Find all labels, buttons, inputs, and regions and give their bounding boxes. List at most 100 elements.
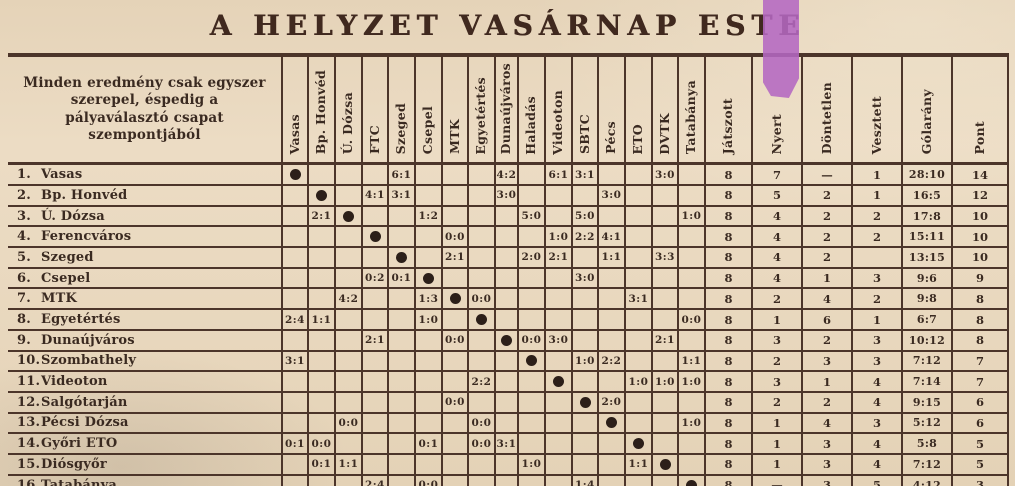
result-cell-bp-honv-d: 1:1: [307, 308, 336, 331]
stat-cell-nyert: 7: [751, 162, 803, 187]
result-cell-bp-honv-d: [307, 266, 336, 290]
table-row-ferencv-ros: 4. Ferencváros 0:0 1:0 2:2 4:1 8 4 2 2 15:11 10: [8, 225, 1009, 249]
self-match-dot: [579, 396, 591, 408]
result-cell-ftc: [361, 370, 389, 393]
column-label: Gólarány: [918, 89, 934, 155]
result-cell-p-cs: [597, 287, 626, 311]
result-cell-mtk: 0:0: [441, 390, 469, 414]
table-row-bp-honv-d: 2. Bp. Honvéd 4:1 3:1 3:0 3:0 8 5 2 1 16:5 12: [8, 184, 1009, 207]
opponent-header-csepel: Csepel: [414, 54, 443, 166]
rank-label: 8.: [17, 312, 31, 328]
result-cell-csepel: 1:2: [414, 204, 443, 228]
stat-cell-nyert: 1: [751, 452, 803, 476]
opponent-header-tatab-nya: Tatabánya: [677, 54, 706, 166]
rank-label: 2.: [17, 187, 31, 203]
stat-cell-j-tszott: 8: [704, 184, 753, 207]
result-cell-duna-jv-ros: [494, 411, 519, 435]
opponent-header-duna-jv-ros: Dunaújváros: [494, 54, 519, 166]
stat-cell-j-tszott: 8: [704, 162, 753, 187]
result-cell-duna-jv-ros: [494, 452, 519, 476]
team-name: Pécsi Dózsa: [41, 415, 129, 431]
result-cell-p-cs: [597, 432, 626, 455]
stat-cell-g-lar-ny: 7:12: [901, 452, 953, 476]
team-name: Dunaújváros: [41, 332, 135, 348]
table-row-d-zsa: 3. Ú. Dózsa 2:1 1:2 5:0 5:0 1:0 8 4 2 2 17:8 10: [8, 204, 1009, 228]
result-cell-csepel: [414, 162, 443, 187]
result-cell-eto: [624, 266, 653, 290]
result-cell-d-zsa: [334, 308, 363, 331]
column-label: Tatabánya: [683, 80, 699, 155]
stat-cell-vesztett: 4: [851, 432, 903, 455]
stat-cell-nyert: —: [751, 473, 803, 486]
result-cell-duna-jv-ros: 3:0: [494, 184, 519, 207]
stat-cell-d-ntetlen: 2: [801, 184, 853, 207]
result-cell-halad-s: [517, 473, 546, 486]
table-row-tatab-nya: 16.Tatabánya 2:4 0:0 1:4 8—3 5 4:12 3: [8, 473, 1009, 486]
opponent-header-bp-honv-d: Bp. Honvéd: [307, 54, 336, 166]
result-cell-mtk: [441, 184, 469, 207]
result-cell-dvtk: 3:3: [651, 246, 679, 269]
result-cell-eto: [624, 184, 653, 207]
result-cell-tatab-nya: [677, 287, 706, 311]
result-cell-tatab-nya: 1:1: [677, 349, 706, 373]
result-cell-videoton: [544, 411, 573, 435]
stat-cell-vesztett: 1: [851, 308, 903, 331]
rank-label: 9.: [17, 332, 31, 348]
rank-label: 1.: [17, 167, 31, 183]
result-cell-sbtc: 2:2: [571, 225, 599, 249]
stat-cell-pont: 10: [951, 246, 1009, 269]
stat-cell-j-tszott: 8: [704, 308, 753, 331]
stat-cell-g-lar-ny: 10:12: [901, 328, 953, 352]
result-cell-d-zsa: 1:1: [334, 452, 363, 476]
result-cell-bp-honv-d: [307, 411, 336, 435]
self-match-dot: [526, 355, 537, 367]
stat-cell-vesztett: 3: [851, 266, 903, 290]
stat-cell-pont: 6: [951, 411, 1009, 435]
result-cell-p-cs: [597, 308, 626, 331]
result-cell-eto: [624, 390, 653, 414]
stat-cell-j-tszott: 8: [704, 349, 753, 373]
stat-cell-j-tszott: 8: [704, 225, 753, 249]
result-cell-duna-jv-ros: [494, 349, 519, 373]
result-cell-vasas: [281, 287, 309, 311]
result-cell-videoton: [544, 452, 573, 476]
result-cell-vasas: [281, 204, 309, 228]
result-cell-eto: [624, 411, 653, 435]
result-cell-duna-jv-ros: [494, 287, 519, 311]
team-name: Szombathely: [41, 353, 137, 369]
result-cell-vasas: 0:1: [281, 432, 309, 455]
result-cell-videoton: [544, 390, 573, 414]
result-cell-d-zsa: 4:2: [334, 287, 363, 311]
stat-cell-d-ntetlen: 2: [801, 204, 853, 228]
result-cell-dvtk: [651, 225, 679, 249]
rank-label: 4.: [17, 229, 31, 245]
stat-cell-nyert: 5: [751, 184, 803, 207]
column-label: Pont: [971, 120, 987, 155]
result-cell-tatab-nya: 1:0: [677, 411, 706, 435]
opponent-header-egyet-rt-s: Egyetértés: [467, 54, 496, 166]
self-match-dot: [449, 293, 461, 305]
self-match-dot: [501, 334, 512, 346]
opponent-header-dvtk: DVTK: [651, 54, 679, 166]
result-cell-ftc: [361, 287, 389, 311]
result-cell-csepel: 0:0: [414, 473, 443, 486]
stat-cell-vesztett: 2: [851, 225, 903, 249]
result-cell-d-zsa: 0:0: [334, 411, 363, 435]
result-cell-egyet-rt-s: 0:0: [467, 432, 496, 455]
result-cell-egyet-rt-s: [467, 204, 496, 228]
stat-cell-nyert: 2: [751, 390, 803, 414]
result-cell-mtk: [441, 204, 469, 228]
result-cell-halad-s: [517, 432, 546, 455]
result-cell-szeged: [387, 246, 416, 269]
column-label: SBTC: [576, 114, 592, 155]
table-row-csepel: 6. Csepel 0:2 0:1 3:0 8 4 1 3 9:6 9: [8, 266, 1009, 290]
stat-cell-g-lar-ny: 4:12: [901, 473, 953, 486]
stat-header-j-tszott: Játszott: [704, 54, 753, 166]
result-cell-mtk: [441, 308, 469, 331]
column-label: Vesztett: [868, 96, 884, 155]
rank-label: 6.: [17, 270, 31, 286]
stat-cell-j-tszott: 8: [704, 266, 753, 290]
result-cell-halad-s: [517, 184, 546, 207]
league-crosstable: Minden eredmény csak egyszer szerepel, é…: [8, 53, 1009, 486]
result-cell-mtk: [441, 287, 469, 311]
